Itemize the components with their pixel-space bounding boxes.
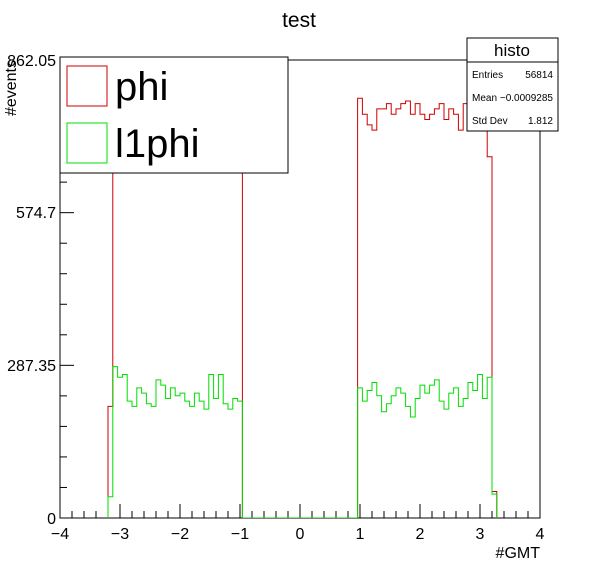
stats-mean-label: Mean [472, 93, 497, 104]
stats-box-frame [466, 37, 559, 132]
stats-entries-value: 56814 [525, 70, 553, 81]
y-axis-tick-labels: 0 287.35 574.7 862.05 [7, 53, 56, 528]
x-axis-tick-labels: −4 −3 −2 −1 0 1 2 3 4 [51, 526, 545, 543]
series-l1phi [107, 366, 498, 518]
legend-swatch-phi [66, 65, 108, 107]
x-tick-label: 1 [356, 526, 365, 543]
stats-box-title: histo [494, 41, 530, 60]
y-tick-label: 287.35 [7, 358, 56, 375]
legend-box [59, 56, 289, 174]
x-tick-label: −1 [231, 526, 249, 543]
stats-mean-value: −0.0009285 [500, 93, 554, 104]
y-axis-label: #events [3, 60, 20, 116]
legend-label-phi: phi [115, 65, 168, 109]
x-tick-label: 0 [296, 526, 305, 543]
x-tick-label: 3 [476, 526, 485, 543]
stats-box: histo Entries 56814 Mean −0.0009285 Std … [466, 37, 559, 132]
x-axis-label: #GMT [496, 545, 541, 562]
x-tick-label: 4 [536, 526, 545, 543]
x-tick-label: −3 [111, 526, 129, 543]
stats-stddev-label: Std Dev [472, 116, 508, 127]
chart-title: test [282, 9, 316, 32]
x-tick-label: 2 [416, 526, 425, 543]
legend-label-l1phi: l1phi [115, 122, 200, 166]
y-tick-label: 574.7 [16, 205, 56, 222]
stats-entries-label: Entries [472, 70, 503, 81]
x-tick-label: −2 [171, 526, 189, 543]
x-tick-label: −4 [51, 526, 69, 543]
y-tick-label: 0 [47, 511, 56, 528]
legend: phi l1phi [59, 56, 289, 174]
axis-ticks [59, 59, 541, 519]
y-tick-label: 862.05 [7, 53, 56, 70]
legend-swatch-l1phi [66, 122, 108, 164]
stats-stddev-value: 1.812 [528, 116, 553, 127]
